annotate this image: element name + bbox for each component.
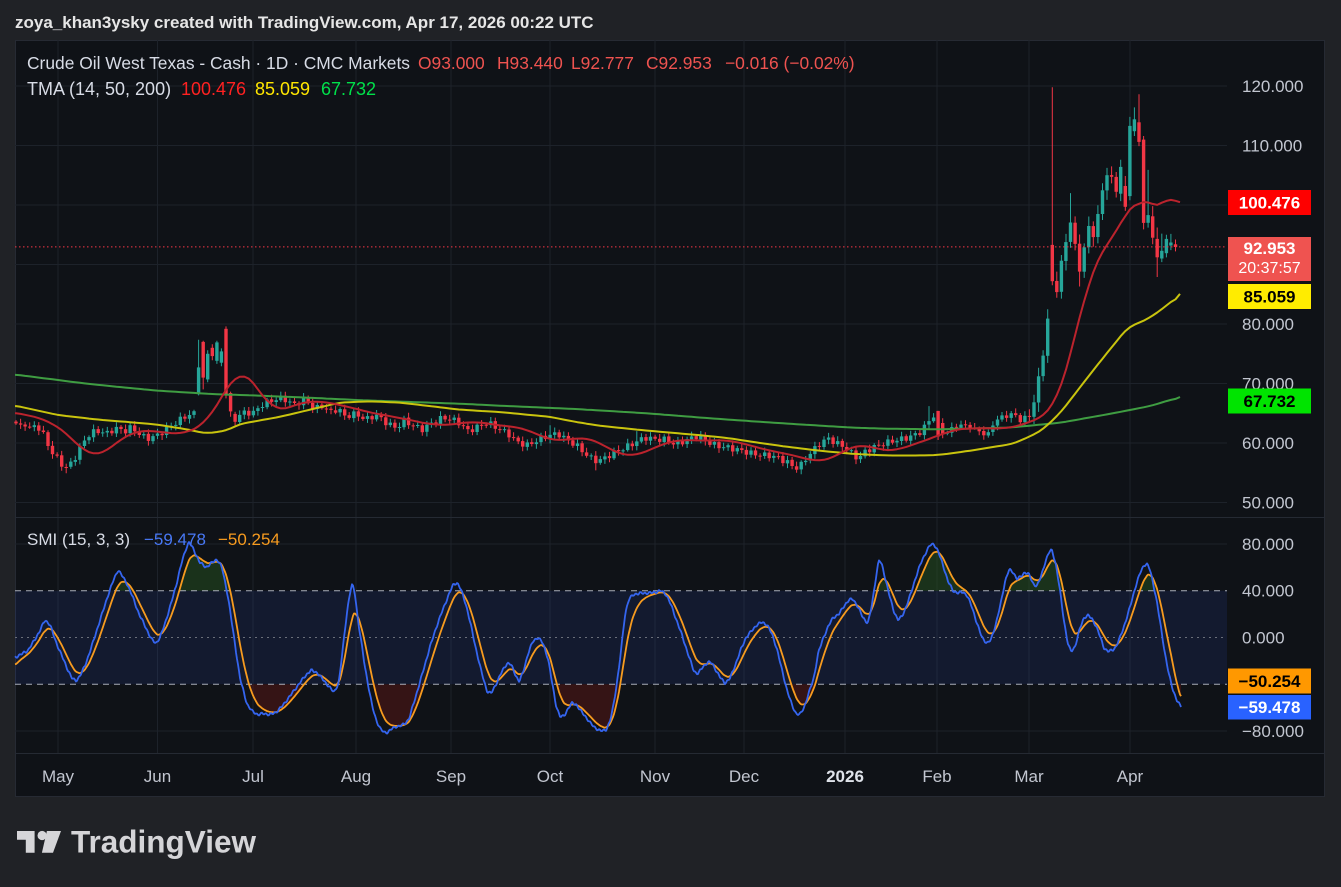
svg-text:H93.440: H93.440: [497, 53, 563, 73]
svg-text:−59.478: −59.478: [144, 530, 206, 549]
svg-text:Mar: Mar: [1014, 767, 1044, 786]
svg-text:Feb: Feb: [922, 767, 951, 786]
svg-text:20:37:57: 20:37:57: [1238, 260, 1300, 277]
svg-text:40.000: 40.000: [1242, 582, 1294, 601]
svg-text:Apr: Apr: [1117, 767, 1144, 786]
svg-text:100.476: 100.476: [181, 79, 246, 99]
svg-text:−80.000: −80.000: [1242, 722, 1304, 741]
svg-text:Aug: Aug: [341, 767, 371, 786]
svg-text:60.000: 60.000: [1242, 434, 1294, 453]
svg-text:C92.953: C92.953: [646, 53, 712, 73]
svg-text:−0.016 (−0.02%): −0.016 (−0.02%): [725, 53, 855, 73]
svg-text:100.476: 100.476: [1239, 194, 1300, 213]
svg-text:85.059: 85.059: [255, 79, 310, 99]
svg-text:0.000: 0.000: [1242, 629, 1285, 648]
svg-text:Dec: Dec: [729, 767, 760, 786]
svg-text:L92.777: L92.777: [571, 53, 634, 73]
svg-text:Sep: Sep: [436, 767, 466, 786]
svg-text:67.732: 67.732: [1244, 392, 1296, 411]
svg-text:Jul: Jul: [242, 767, 264, 786]
svg-text:50.000: 50.000: [1242, 494, 1294, 513]
svg-text:80.000: 80.000: [1242, 315, 1294, 334]
svg-text:Oct: Oct: [537, 767, 564, 786]
svg-text:120.000: 120.000: [1242, 77, 1303, 96]
svg-text:110.000: 110.000: [1242, 137, 1302, 156]
svg-text:2026: 2026: [826, 767, 864, 786]
svg-text:80.000: 80.000: [1242, 535, 1294, 554]
svg-text:May: May: [42, 767, 75, 786]
svg-text:TradingView: TradingView: [71, 824, 256, 860]
svg-text:O93.000: O93.000: [418, 53, 485, 73]
svg-text:SMI (15, 3, 3): SMI (15, 3, 3): [27, 530, 130, 549]
svg-text:Nov: Nov: [640, 767, 671, 786]
svg-text:Jun: Jun: [144, 767, 171, 786]
svg-text:−50.254: −50.254: [1239, 672, 1301, 691]
svg-text:−50.254: −50.254: [218, 530, 280, 549]
svg-text:67.732: 67.732: [321, 79, 376, 99]
svg-text:85.059: 85.059: [1244, 288, 1296, 307]
svg-text:−59.478: −59.478: [1239, 698, 1301, 717]
svg-text:Crude Oil West Texas - Cash ·: Crude Oil West Texas - Cash · 1D · CMC M…: [27, 53, 410, 73]
svg-text:92.953: 92.953: [1244, 239, 1296, 258]
svg-text:TMA (14, 50, 200): TMA (14, 50, 200): [27, 79, 171, 99]
